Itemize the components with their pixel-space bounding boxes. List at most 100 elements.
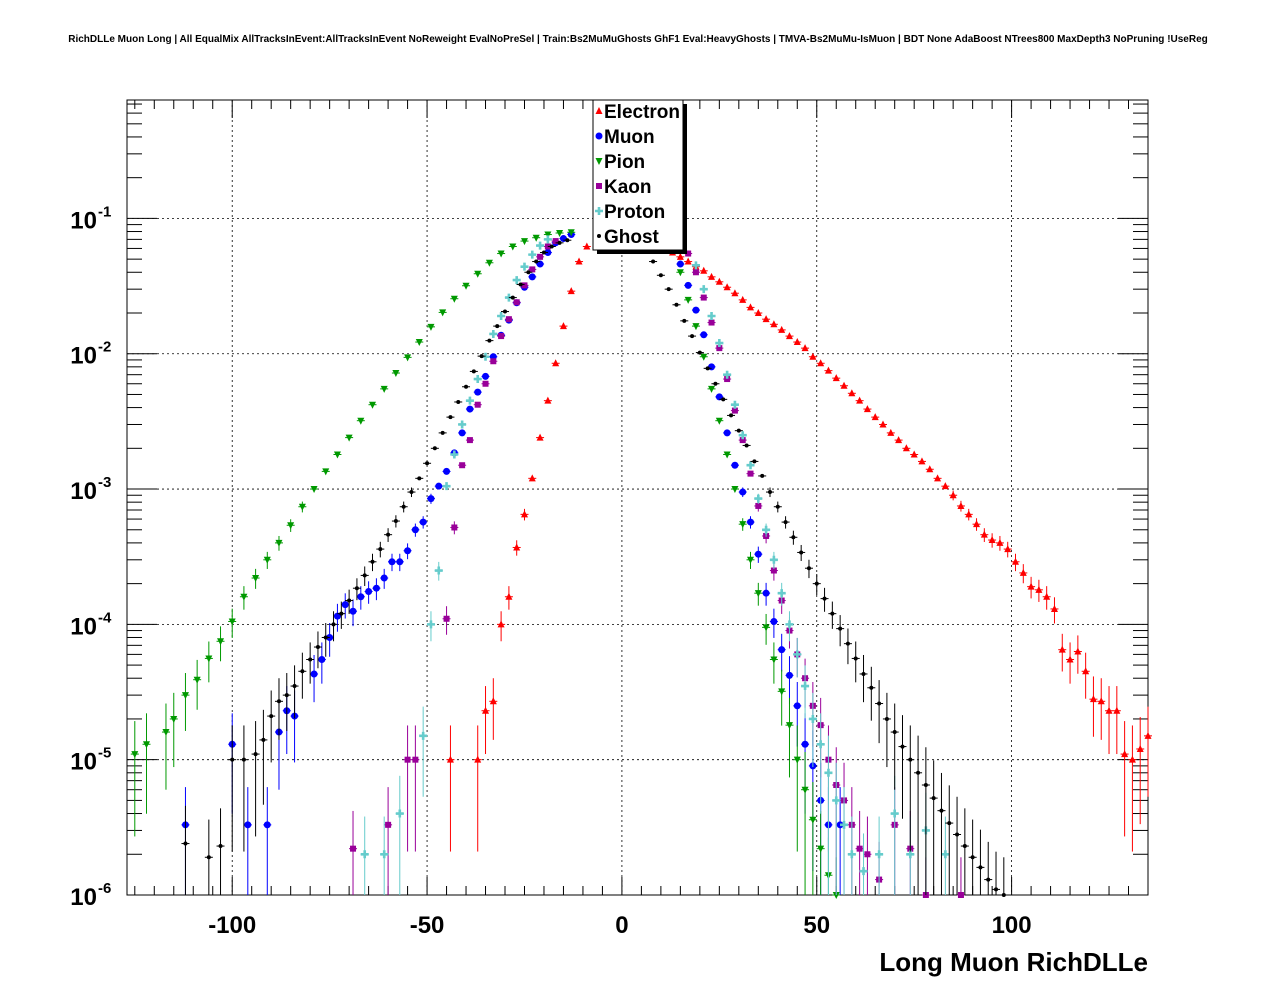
data-point <box>957 892 964 898</box>
data-point <box>1121 750 1129 758</box>
legend-label: Muon <box>604 127 655 148</box>
y-tick-label: 10 <box>70 343 97 370</box>
data-point <box>801 786 809 794</box>
data-point <box>528 250 537 259</box>
data-point <box>700 353 708 361</box>
data-point <box>754 590 762 598</box>
data-point <box>1128 755 1136 763</box>
data-point <box>170 715 178 723</box>
y-tick-label: 10 <box>70 749 97 776</box>
data-point <box>1082 667 1090 675</box>
data-point <box>510 295 515 300</box>
data-point <box>738 431 747 440</box>
data-point <box>708 385 716 393</box>
data-point <box>723 370 732 379</box>
data-point <box>817 359 825 367</box>
data-point <box>404 756 411 763</box>
data-point <box>347 598 352 603</box>
data-point <box>396 558 404 566</box>
legend-marker <box>595 132 603 140</box>
data-point <box>357 417 365 425</box>
data-point <box>386 532 391 537</box>
data-point <box>864 851 871 858</box>
data-point <box>425 461 430 466</box>
data-point <box>181 692 189 700</box>
data-point <box>292 684 297 689</box>
data-point <box>534 259 539 264</box>
data-point <box>459 462 466 469</box>
data-point <box>871 413 879 421</box>
data-point <box>529 266 536 273</box>
data-point <box>473 375 482 384</box>
series-proton <box>360 235 950 895</box>
chart-title: RichDLLe Muon Long | All EqualMix AllTra… <box>68 34 1208 45</box>
data-point <box>731 289 739 297</box>
data-point <box>544 231 552 239</box>
data-point <box>443 615 450 622</box>
data-point <box>556 230 564 238</box>
data-point <box>228 618 236 626</box>
data-point <box>489 697 497 705</box>
data-point <box>466 405 474 413</box>
data-point <box>729 413 734 418</box>
y-tick-exponent: -2 <box>98 339 111 356</box>
data-point <box>323 635 328 640</box>
data-point <box>770 567 777 574</box>
data-point <box>838 626 843 631</box>
data-point <box>583 242 591 250</box>
data-point <box>482 372 490 380</box>
data-point <box>1144 731 1152 739</box>
data-point <box>489 329 498 338</box>
data-point <box>723 451 731 459</box>
legend-marker <box>595 158 603 165</box>
series-pion <box>130 229 841 899</box>
data-point <box>440 430 445 435</box>
data-point <box>505 316 512 323</box>
data-point <box>895 436 903 444</box>
legend: Electron Muon Pion Kaon Proton Ghost <box>592 99 687 254</box>
data-point <box>1043 592 1051 600</box>
legend-label: Ghost <box>604 227 660 248</box>
data-point <box>448 415 453 420</box>
data-point <box>350 845 357 852</box>
data-point <box>464 384 469 389</box>
data-point <box>799 550 804 555</box>
data-point <box>465 396 474 405</box>
data-point <box>471 369 476 374</box>
data-point <box>770 656 778 664</box>
data-point <box>284 693 289 698</box>
data-point <box>970 855 975 860</box>
data-point <box>817 845 825 853</box>
data-point <box>906 850 915 859</box>
data-point <box>785 671 793 679</box>
data-point <box>482 380 489 387</box>
data-point <box>762 589 770 597</box>
data-point <box>345 434 353 442</box>
data-point <box>521 282 528 289</box>
data-point <box>541 250 546 255</box>
data-point <box>370 559 375 564</box>
data-point <box>848 389 856 397</box>
data-point <box>762 315 770 323</box>
data-point <box>487 338 492 343</box>
data-point <box>183 841 188 846</box>
data-point <box>682 318 687 323</box>
data-point <box>785 332 793 340</box>
data-point <box>512 276 521 285</box>
data-point <box>900 744 905 749</box>
data-point <box>830 611 835 616</box>
data-point <box>369 401 377 409</box>
data-point <box>1035 585 1043 593</box>
data-point <box>809 352 817 360</box>
data-point <box>879 420 887 428</box>
legend-label: Pion <box>604 152 645 173</box>
data-point <box>705 366 710 371</box>
data-point <box>362 573 367 578</box>
data-point <box>778 688 786 696</box>
data-point <box>801 344 809 352</box>
data-point <box>892 730 897 735</box>
data-point <box>435 482 443 490</box>
data-point <box>739 521 747 529</box>
data-point <box>446 755 454 763</box>
data-point <box>482 706 490 714</box>
